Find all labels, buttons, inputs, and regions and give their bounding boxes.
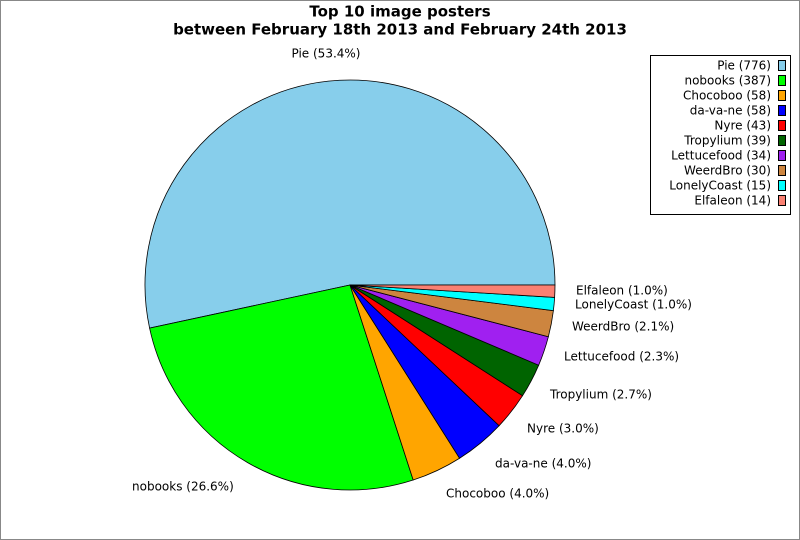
legend-label: Elfaleon (14) — [694, 194, 771, 208]
legend-label: nobooks (387) — [684, 74, 771, 88]
legend-box — [650, 55, 791, 215]
slice-label: Chocoboo (4.0%) — [446, 487, 549, 501]
legend-swatch — [778, 105, 786, 116]
legend-swatch — [778, 120, 786, 131]
legend-swatch — [778, 150, 786, 161]
legend-swatch — [778, 60, 786, 71]
legend-swatch — [778, 135, 786, 146]
slice-label: WeerdBro (2.1%) — [572, 320, 674, 334]
pie-slice — [349, 284, 556, 298]
pie-slice — [149, 284, 414, 491]
slice-label: Lettucefood (2.3%) — [564, 350, 679, 364]
slice-label: Tropylium (2.7%) — [549, 388, 652, 402]
chart-title: Top 10 image posters — [309, 3, 490, 21]
slice-label: da-va-ne (4.0%) — [495, 457, 591, 471]
legend-label: da-va-ne (58) — [690, 104, 771, 118]
chart-subtitle: between February 18th 2013 and February … — [173, 21, 627, 39]
legend-swatch — [778, 165, 786, 176]
slice-label: Elfaleon (1.0%) — [576, 284, 668, 298]
legend-label: WeerdBro (30) — [684, 164, 771, 178]
legend-swatch — [778, 75, 786, 86]
pie-slice — [144, 79, 556, 329]
slice-label: Nyre (3.0%) — [527, 422, 599, 436]
legend-label: Lettucefood (34) — [671, 149, 771, 163]
legend-label: Nyre (43) — [714, 119, 771, 133]
legend-label: LonelyCoast (15) — [669, 179, 771, 193]
legend-swatch — [778, 90, 786, 101]
legend-label: Pie (776) — [717, 59, 771, 73]
legend-swatch — [778, 195, 786, 206]
legend-swatch — [778, 180, 786, 191]
slice-label: Pie (53.4%) — [292, 47, 361, 61]
legend-label: Chocoboo (58) — [683, 89, 771, 103]
slice-label: LonelyCoast (1.0%) — [575, 298, 692, 312]
legend-label: Tropylium (39) — [683, 134, 771, 148]
slice-label: nobooks (26.6%) — [132, 480, 234, 494]
